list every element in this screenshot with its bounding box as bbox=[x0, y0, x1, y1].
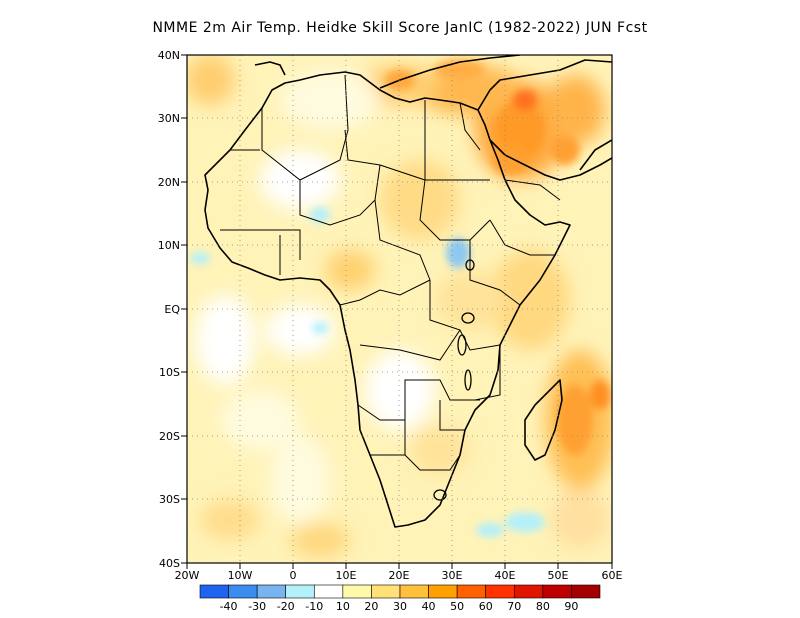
colorbar-swatch bbox=[199, 584, 229, 599]
lat-label: EQ bbox=[164, 303, 180, 316]
colorbar-label: 30 bbox=[393, 600, 407, 613]
colorbar-swatch bbox=[542, 584, 572, 599]
colorbar-labels: -40 -30 -20 -10 10 20 30 40 50 60 70 80 … bbox=[220, 600, 579, 613]
lat-tick-marks bbox=[181, 54, 187, 564]
lon-label: 10E bbox=[336, 569, 357, 582]
colorbar-swatch bbox=[485, 584, 515, 599]
colorbar-swatch bbox=[228, 584, 258, 599]
colorbar-swatch bbox=[313, 584, 344, 599]
colorbar-swatch bbox=[428, 584, 458, 599]
lat-label: 40N bbox=[158, 49, 180, 62]
coastlines bbox=[204, 55, 612, 528]
colorbar-swatch bbox=[456, 584, 487, 599]
colorbar-label: 40 bbox=[422, 600, 436, 613]
grid-lines bbox=[187, 55, 612, 563]
colorbar-label: -10 bbox=[305, 600, 323, 613]
lon-tick-marks bbox=[186, 563, 613, 569]
colorbar-label: -20 bbox=[277, 600, 295, 613]
lakes bbox=[433, 259, 475, 501]
lat-label: 10S bbox=[159, 366, 180, 379]
lon-labels: 20W 10W 0 10E 20E 30E 40E 50E 60E bbox=[175, 569, 623, 582]
colorbar-label: 20 bbox=[364, 600, 378, 613]
lon-label: 30E bbox=[442, 569, 463, 582]
lat-label: 30N bbox=[158, 112, 180, 125]
lat-label: 20N bbox=[158, 176, 180, 189]
lon-label: 50E bbox=[548, 569, 569, 582]
lat-labels: 40N 30N 20N 10N EQ 10S 20S 30S 40S bbox=[158, 49, 181, 570]
lat-label: 40S bbox=[159, 557, 180, 570]
colorbar-swatch bbox=[399, 584, 429, 599]
lon-label: 0 bbox=[290, 569, 297, 582]
country-borders bbox=[220, 74, 561, 471]
colorbar-label: 10 bbox=[336, 600, 350, 613]
lon-label: 20W bbox=[175, 569, 200, 582]
colorbar-swatch bbox=[371, 584, 401, 599]
colorbar bbox=[199, 584, 601, 599]
high-skill-areas bbox=[385, 60, 610, 455]
colorbar-label: 80 bbox=[536, 600, 550, 613]
colorbar-label: -40 bbox=[220, 600, 238, 613]
colorbar-label: 50 bbox=[450, 600, 464, 613]
colorbar-swatch bbox=[256, 584, 287, 599]
colorbar-swatch bbox=[571, 584, 601, 599]
lon-label: 20E bbox=[389, 569, 410, 582]
lat-label: 10N bbox=[158, 239, 180, 252]
colorbar-label: 60 bbox=[479, 600, 493, 613]
lon-label: 10W bbox=[228, 569, 253, 582]
colorbar-label: -30 bbox=[248, 600, 266, 613]
colorbar-swatch bbox=[342, 584, 372, 599]
lon-label: 40E bbox=[495, 569, 516, 582]
lat-label: 30S bbox=[159, 493, 180, 506]
map-title: NMME 2m Air Temp. Heidke Skill Score Jan… bbox=[152, 20, 648, 36]
colorbar-swatch bbox=[285, 584, 315, 599]
colorbar-label: 90 bbox=[564, 600, 578, 613]
colorbar-label: 70 bbox=[507, 600, 521, 613]
colorbar-swatch bbox=[513, 584, 544, 599]
lon-label: 60E bbox=[602, 569, 623, 582]
lat-label: 20S bbox=[159, 430, 180, 443]
